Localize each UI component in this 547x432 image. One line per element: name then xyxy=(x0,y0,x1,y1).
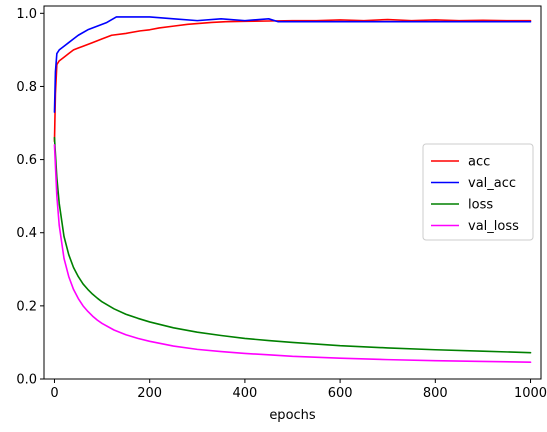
legend-box xyxy=(422,143,534,241)
x-tick-label: 600 xyxy=(328,386,353,401)
series-line-loss xyxy=(53,136,532,354)
x-axis-label: epochs xyxy=(269,408,316,423)
legend-label-val-acc: val_acc xyxy=(468,176,516,191)
x-tick-label: 800 xyxy=(423,386,448,401)
y-tick-label: 0.6 xyxy=(16,153,37,168)
axes-frame xyxy=(43,5,542,380)
legend-label-acc: acc xyxy=(468,155,490,170)
y-axis-ticks: 0.0 0.2 0.4 0.6 0.8 1.0 xyxy=(16,7,44,388)
y-tick-label: 0.2 xyxy=(16,299,37,314)
y-tick-label: 0.4 xyxy=(16,226,37,241)
x-tick-label: 400 xyxy=(232,386,257,401)
x-tick-label: 0 xyxy=(50,386,58,401)
plot-area xyxy=(43,5,542,380)
series-line-acc xyxy=(53,18,532,143)
series-layer xyxy=(53,16,532,363)
x-tick-label: 200 xyxy=(137,386,162,401)
x-axis-ticks: 0 200 400 600 800 1000 xyxy=(50,379,547,401)
y-tick-label: 0.0 xyxy=(16,373,37,388)
y-tick-label: 1.0 xyxy=(16,7,37,22)
series-line-val-acc xyxy=(53,16,532,113)
legend-label-loss: loss xyxy=(468,198,493,213)
legend-label-val-loss: val_loss xyxy=(468,219,519,234)
series-line-val-loss xyxy=(53,144,532,363)
y-tick-label: 0.8 xyxy=(16,80,37,95)
x-tick-label: 1000 xyxy=(514,386,547,401)
